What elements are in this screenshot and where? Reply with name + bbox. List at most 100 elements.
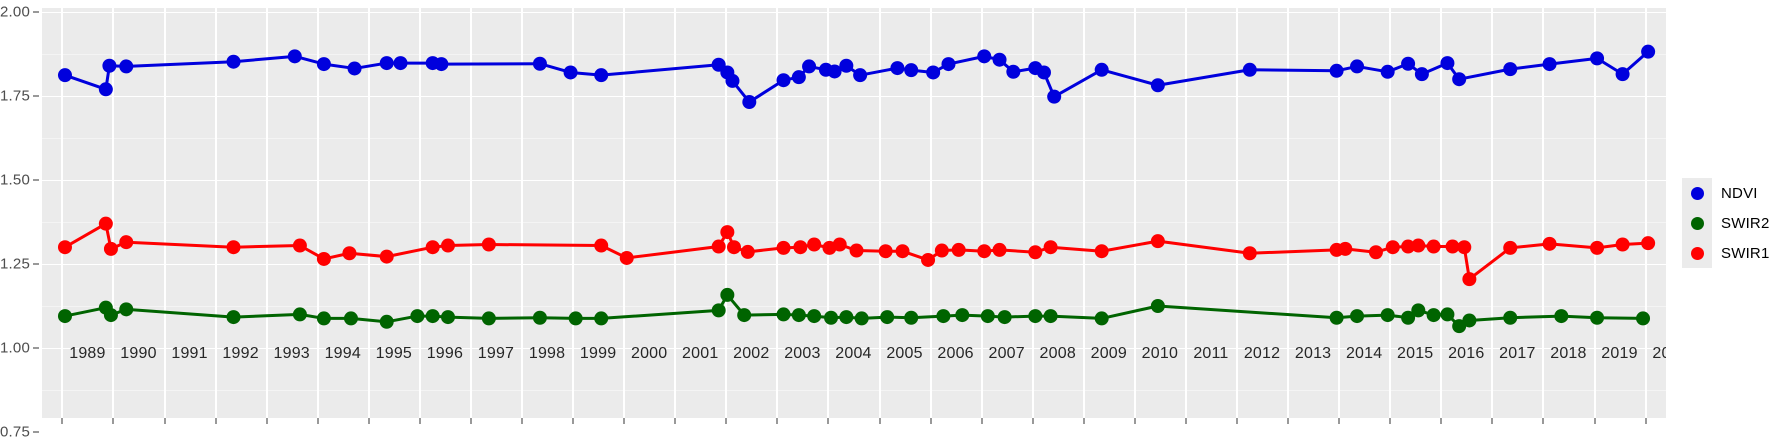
- gridline-vertical: [265, 8, 268, 418]
- x-tick-mark: [1645, 418, 1647, 424]
- gridline-horizontal-major: [42, 348, 1666, 349]
- x-tick-label: 2004: [835, 345, 872, 362]
- data-point: [1036, 65, 1051, 80]
- data-point: [1542, 57, 1557, 72]
- data-point: [802, 59, 817, 74]
- data-point: [1094, 311, 1109, 326]
- data-point: [1457, 240, 1472, 255]
- data-point: [776, 73, 791, 88]
- data-point: [532, 56, 547, 71]
- data-point: [441, 238, 455, 253]
- data-point: [839, 58, 854, 73]
- data-point: [1452, 319, 1467, 334]
- x-tick-label: 2009: [1090, 345, 1127, 362]
- data-point: [1452, 72, 1467, 87]
- data-point: [532, 310, 547, 325]
- gridline-vertical: [929, 8, 932, 418]
- data-point: [955, 308, 970, 323]
- data-point: [1440, 307, 1455, 322]
- data-point: [1445, 239, 1460, 254]
- plot-panel: 1989 1990 1991 1992 1993 1994 1995 1996 1997 1998…: [42, 8, 1666, 418]
- gridline-vertical: [163, 8, 166, 418]
- y-tick-label: 2.00: [0, 3, 30, 21]
- series-line: [63, 293, 1645, 328]
- data-point: [740, 244, 755, 259]
- gridline-horizontal-minor: [42, 390, 1666, 391]
- data-point: [1094, 244, 1109, 259]
- x-tick-label: 1992: [222, 345, 259, 362]
- data-point: [1028, 309, 1043, 324]
- data-point: [57, 240, 72, 255]
- data-point: [568, 311, 583, 326]
- y-tick-mark: [33, 95, 39, 97]
- data-point: [1043, 309, 1058, 324]
- data-point: [807, 237, 822, 252]
- x-tick-label: 1996: [426, 345, 464, 362]
- gridline-vertical: [112, 8, 115, 418]
- legend: NDVI SWIR2 SWIR1: [1682, 0, 1773, 442]
- legend-entry-ndvi[interactable]: NDVI: [1682, 178, 1770, 208]
- data-point: [103, 308, 118, 323]
- data-point: [941, 57, 956, 72]
- data-point: [1411, 238, 1426, 253]
- x-tick-mark: [368, 418, 370, 424]
- data-point: [342, 246, 357, 261]
- x-tick-mark: [112, 418, 114, 424]
- data-point: [347, 61, 362, 76]
- gridline-vertical: [521, 8, 524, 418]
- x-tick-label: 1990: [120, 345, 157, 362]
- data-point: [720, 65, 735, 80]
- data-point: [726, 240, 741, 255]
- gridline-vertical: [572, 8, 575, 418]
- data-point: [1590, 310, 1605, 325]
- data-point: [481, 311, 496, 326]
- data-point: [1426, 308, 1441, 323]
- series-line: [63, 222, 1650, 281]
- data-point: [1462, 313, 1477, 328]
- y-tick-mark: [33, 347, 39, 349]
- data-point: [287, 49, 302, 64]
- gridline-horizontal-minor: [42, 222, 1666, 223]
- y-tick-mark: [33, 263, 39, 265]
- data-point: [1380, 308, 1395, 323]
- data-point: [379, 314, 394, 329]
- legend-entry-swir2[interactable]: SWIR2: [1682, 208, 1770, 238]
- gridline-vertical: [725, 8, 728, 418]
- x-tick-label: 2016: [1448, 345, 1485, 362]
- x-tick-label: 1989: [69, 345, 106, 362]
- data-point: [1401, 56, 1416, 71]
- gridline-vertical: [1338, 8, 1341, 418]
- legend-dot-icon: [1690, 186, 1704, 200]
- data-point: [226, 310, 241, 325]
- data-point: [292, 238, 307, 253]
- y-tick-label: 1.75: [0, 87, 30, 105]
- legend-entry-swir1[interactable]: SWIR1: [1682, 238, 1770, 268]
- gridline-horizontal-major: [42, 180, 1666, 181]
- data-point: [711, 57, 726, 72]
- data-point: [98, 82, 113, 97]
- series-line: [63, 50, 1650, 104]
- data-point: [992, 242, 1007, 257]
- y-tick-label: 1.50: [0, 171, 30, 189]
- gridline-vertical: [214, 8, 217, 418]
- x-tick-mark: [266, 418, 268, 424]
- x-tick-label: 2005: [886, 345, 923, 362]
- data-point: [827, 64, 842, 79]
- x-tick-label: 2018: [1550, 345, 1587, 362]
- data-point: [849, 243, 864, 258]
- data-point: [1028, 61, 1043, 76]
- legend-dot-icon: [1690, 246, 1704, 260]
- y-tick-mark: [33, 179, 39, 181]
- data-point: [119, 59, 134, 74]
- data-point: [904, 310, 919, 325]
- x-tick-label: 1994: [324, 345, 361, 362]
- x-tick-label: 2012: [1243, 345, 1281, 362]
- x-tick-label: 1997: [477, 345, 515, 362]
- data-point: [98, 216, 113, 231]
- x-tick-label: 2010: [1141, 345, 1179, 362]
- data-point: [1329, 310, 1344, 325]
- data-point: [720, 287, 735, 302]
- data-point: [379, 249, 394, 264]
- data-point: [1028, 245, 1043, 260]
- x-tick-mark: [981, 418, 983, 424]
